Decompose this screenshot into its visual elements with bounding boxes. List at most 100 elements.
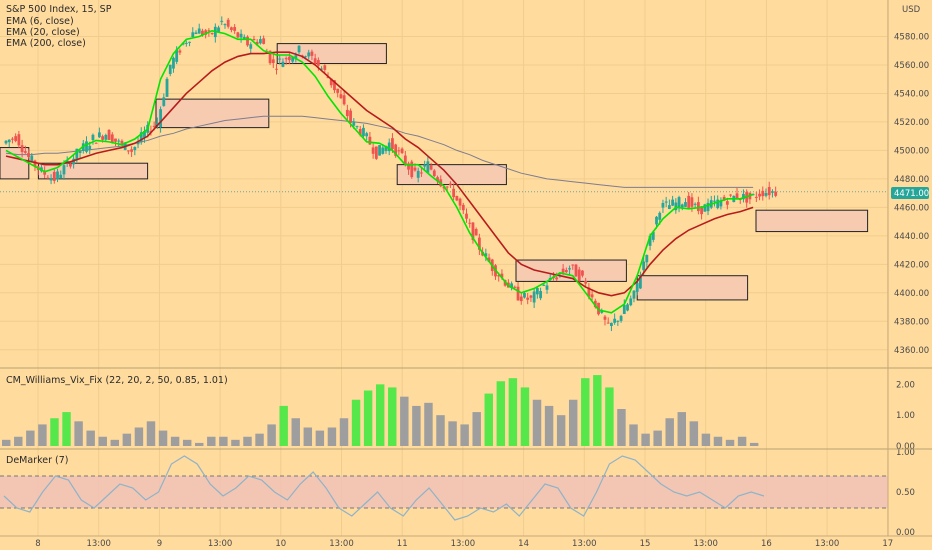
candle-body	[371, 147, 375, 154]
time-tick-label: 13:00	[451, 539, 476, 549]
candle-body	[645, 255, 649, 263]
candle-body	[671, 199, 675, 206]
candle-body	[378, 145, 381, 156]
candle-body	[606, 322, 610, 324]
vix-bar	[556, 415, 566, 446]
vix-bar	[605, 387, 614, 446]
time-tick-label: 13:00	[815, 539, 840, 549]
chart-title: S&P 500 Index, 15, SP	[6, 4, 112, 15]
candle-body	[664, 201, 668, 203]
candle-body	[622, 304, 626, 315]
candle-body	[162, 97, 166, 106]
vix-bar	[158, 430, 168, 446]
candle-body	[88, 145, 92, 151]
candle-body	[342, 95, 346, 105]
candle-body	[616, 320, 620, 322]
candle-body	[197, 28, 201, 34]
candle-body	[191, 32, 195, 37]
candle-body	[110, 134, 114, 144]
vix-bar	[243, 436, 252, 446]
candle-body	[771, 191, 774, 193]
candle-body	[362, 127, 365, 137]
vix-bar	[749, 442, 759, 446]
last-price-label: 4471.00	[894, 189, 929, 199]
candle-body	[581, 270, 584, 276]
candle-body	[555, 277, 559, 280]
candle-body	[59, 174, 63, 179]
zone-box	[636, 275, 749, 301]
vix-fix-label[interactable]: CM_Williams_Vix_Fix (22, 20, 2, 50, 0.85…	[6, 375, 228, 386]
candle-body	[349, 110, 352, 123]
candle-body	[136, 141, 140, 145]
candle-body	[658, 212, 662, 220]
candle-body	[11, 138, 14, 140]
candle-body	[532, 291, 536, 303]
candle-body	[114, 138, 117, 142]
candle-body	[249, 44, 253, 49]
candle-body	[268, 50, 272, 64]
vix-bar	[412, 405, 421, 446]
vix-tick-label: 0.00	[896, 442, 915, 452]
vix-bar	[593, 375, 602, 446]
candle-body	[27, 153, 30, 157]
vix-bar	[279, 405, 288, 446]
vix-bar	[689, 421, 699, 446]
time-tick-label: 13:00	[693, 539, 718, 549]
candle-body	[368, 136, 372, 145]
candle-body	[355, 126, 359, 128]
demarker-tick-label: 1.00	[896, 448, 915, 458]
vix-bar	[641, 433, 650, 446]
vix-bar	[38, 424, 47, 446]
candle-body	[323, 65, 327, 70]
candle-body	[275, 68, 278, 70]
candle-body	[294, 55, 298, 60]
vix-bar	[363, 390, 373, 446]
candle-body	[706, 202, 710, 212]
candle-body	[226, 19, 230, 27]
vix-bar	[327, 427, 337, 446]
legend-ema6[interactable]: EMA (6, close)	[6, 16, 74, 27]
legend-ema200[interactable]: EMA (200, close)	[6, 38, 86, 49]
candle-body	[30, 155, 34, 162]
candle-body	[677, 197, 681, 207]
vix-bar	[74, 421, 83, 446]
vix-tick-label: 1.00	[896, 411, 915, 421]
vix-bar	[436, 415, 445, 446]
vix-bar	[665, 418, 674, 446]
candle-body	[104, 134, 108, 140]
candle-body	[85, 141, 88, 152]
candle-body	[407, 163, 410, 170]
legend-ema20[interactable]: EMA (20, close)	[6, 27, 80, 38]
candle-body	[278, 58, 282, 60]
ema20-line	[5, 51, 754, 297]
price-tick-label: 4580.00	[894, 32, 929, 42]
zone-box	[755, 209, 869, 233]
candle-body	[461, 204, 465, 211]
demarker-label[interactable]: DeMarker (7)	[6, 455, 68, 466]
vix-bar	[98, 436, 107, 446]
candle-body	[403, 155, 407, 165]
candle-body	[719, 200, 723, 207]
candle-body	[613, 318, 617, 323]
candle-body	[130, 149, 133, 152]
vix-bar	[2, 439, 11, 446]
vix-bar	[86, 430, 95, 446]
candle-body	[178, 50, 182, 53]
candle-body	[590, 294, 594, 298]
zone-box	[515, 259, 627, 282]
candle-body	[571, 264, 575, 266]
candle-body	[535, 287, 539, 295]
candle-body	[397, 150, 401, 152]
candle-body	[545, 285, 549, 290]
candle-body	[722, 196, 726, 201]
candle-body	[271, 59, 275, 64]
candle-body	[568, 268, 571, 270]
price-tick-label: 4460.00	[894, 203, 929, 213]
candle-body	[735, 193, 739, 199]
candle-body	[436, 177, 439, 182]
candle-body	[619, 315, 623, 321]
candle-body	[259, 39, 262, 44]
vix-bar	[568, 399, 578, 446]
